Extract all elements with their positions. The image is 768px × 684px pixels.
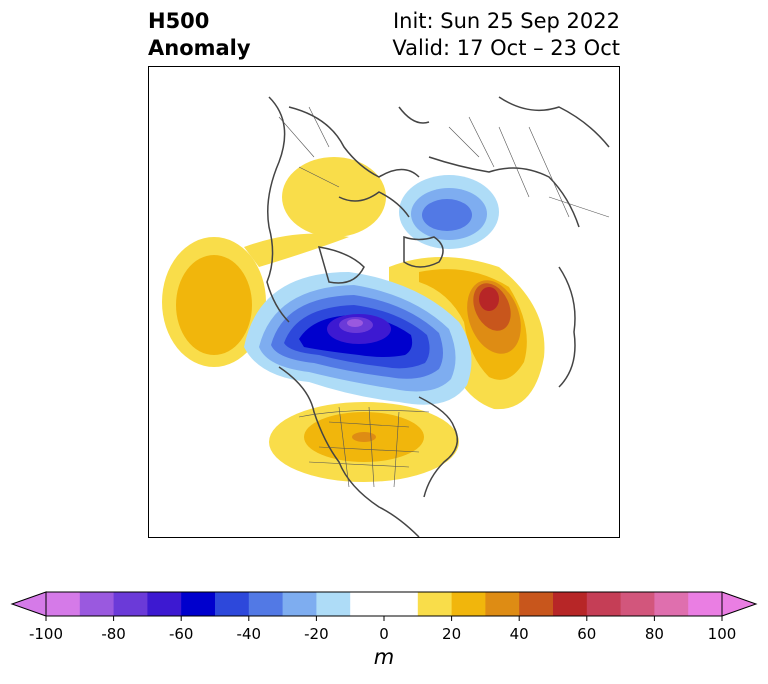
map-title: H500 Anomaly	[148, 8, 251, 62]
coastlines	[266, 96, 610, 537]
polar-map	[148, 66, 620, 538]
anomaly-scandinavia-negative	[399, 175, 499, 249]
colorbar-segment	[79, 592, 115, 616]
anomaly-north-pacific-positive	[162, 233, 349, 367]
country-borders	[278, 106, 610, 488]
colorbar-extend-min	[10, 591, 47, 617]
colorbar-segment	[316, 592, 351, 616]
colorbar-segment	[181, 592, 216, 616]
colorbar-tick-label: 80	[644, 625, 664, 643]
colorbar-tick-label: 40	[509, 625, 529, 643]
anomaly-map-svg	[162, 96, 610, 537]
colorbar-tick-label: 20	[442, 625, 462, 643]
colorbar-extend-max	[721, 591, 758, 617]
colorbar-segment	[113, 592, 148, 616]
title-line-anomaly: Anomaly	[148, 36, 251, 60]
colorbar-segment	[688, 592, 723, 616]
colorbar-tick-label: -80	[101, 625, 126, 643]
anomaly-central-us-positive	[269, 402, 459, 482]
anomaly-arctic-negative	[244, 272, 472, 405]
colorbar-segment	[417, 592, 453, 616]
colorbar-unit: m	[373, 645, 395, 669]
colorbar-tick-label: -60	[168, 625, 194, 643]
colorbar-segment	[248, 592, 284, 616]
colorbar-segment	[654, 592, 689, 616]
colorbar-tick-label: 60	[577, 625, 597, 643]
valid-dates: Valid: 17 Oct – 23 Oct	[392, 36, 620, 60]
colorbar-segment	[350, 592, 385, 616]
forecast-dates: Init: Sun 25 Sep 2022 Valid: 17 Oct – 23…	[392, 8, 620, 62]
title-line-variable: H500	[148, 9, 210, 33]
colorbar-segment	[215, 592, 250, 616]
colorbar	[10, 591, 758, 621]
anomaly-siberia-positive	[389, 257, 545, 410]
anomaly-nw-canada-positive	[282, 157, 386, 237]
colorbar-segment	[46, 592, 81, 616]
colorbar-tick-label: -20	[304, 625, 329, 643]
colorbar-segment	[553, 592, 588, 616]
colorbar-tick-label: -40	[236, 625, 262, 643]
colorbar-segment	[282, 592, 317, 616]
colorbar-segment	[485, 592, 520, 616]
colorbar-segment	[147, 592, 182, 616]
init-date: Init: Sun 25 Sep 2022	[392, 9, 620, 33]
colorbar-tick-label: -100	[28, 625, 64, 643]
colorbar-segment	[519, 592, 554, 616]
colorbar-segment	[620, 592, 655, 616]
colorbar-tick-label: 0	[379, 625, 389, 643]
colorbar-tick-label: 100	[707, 625, 737, 643]
colorbar-segment	[384, 592, 419, 616]
colorbar-segment	[451, 592, 486, 616]
colorbar-segment	[586, 592, 622, 616]
